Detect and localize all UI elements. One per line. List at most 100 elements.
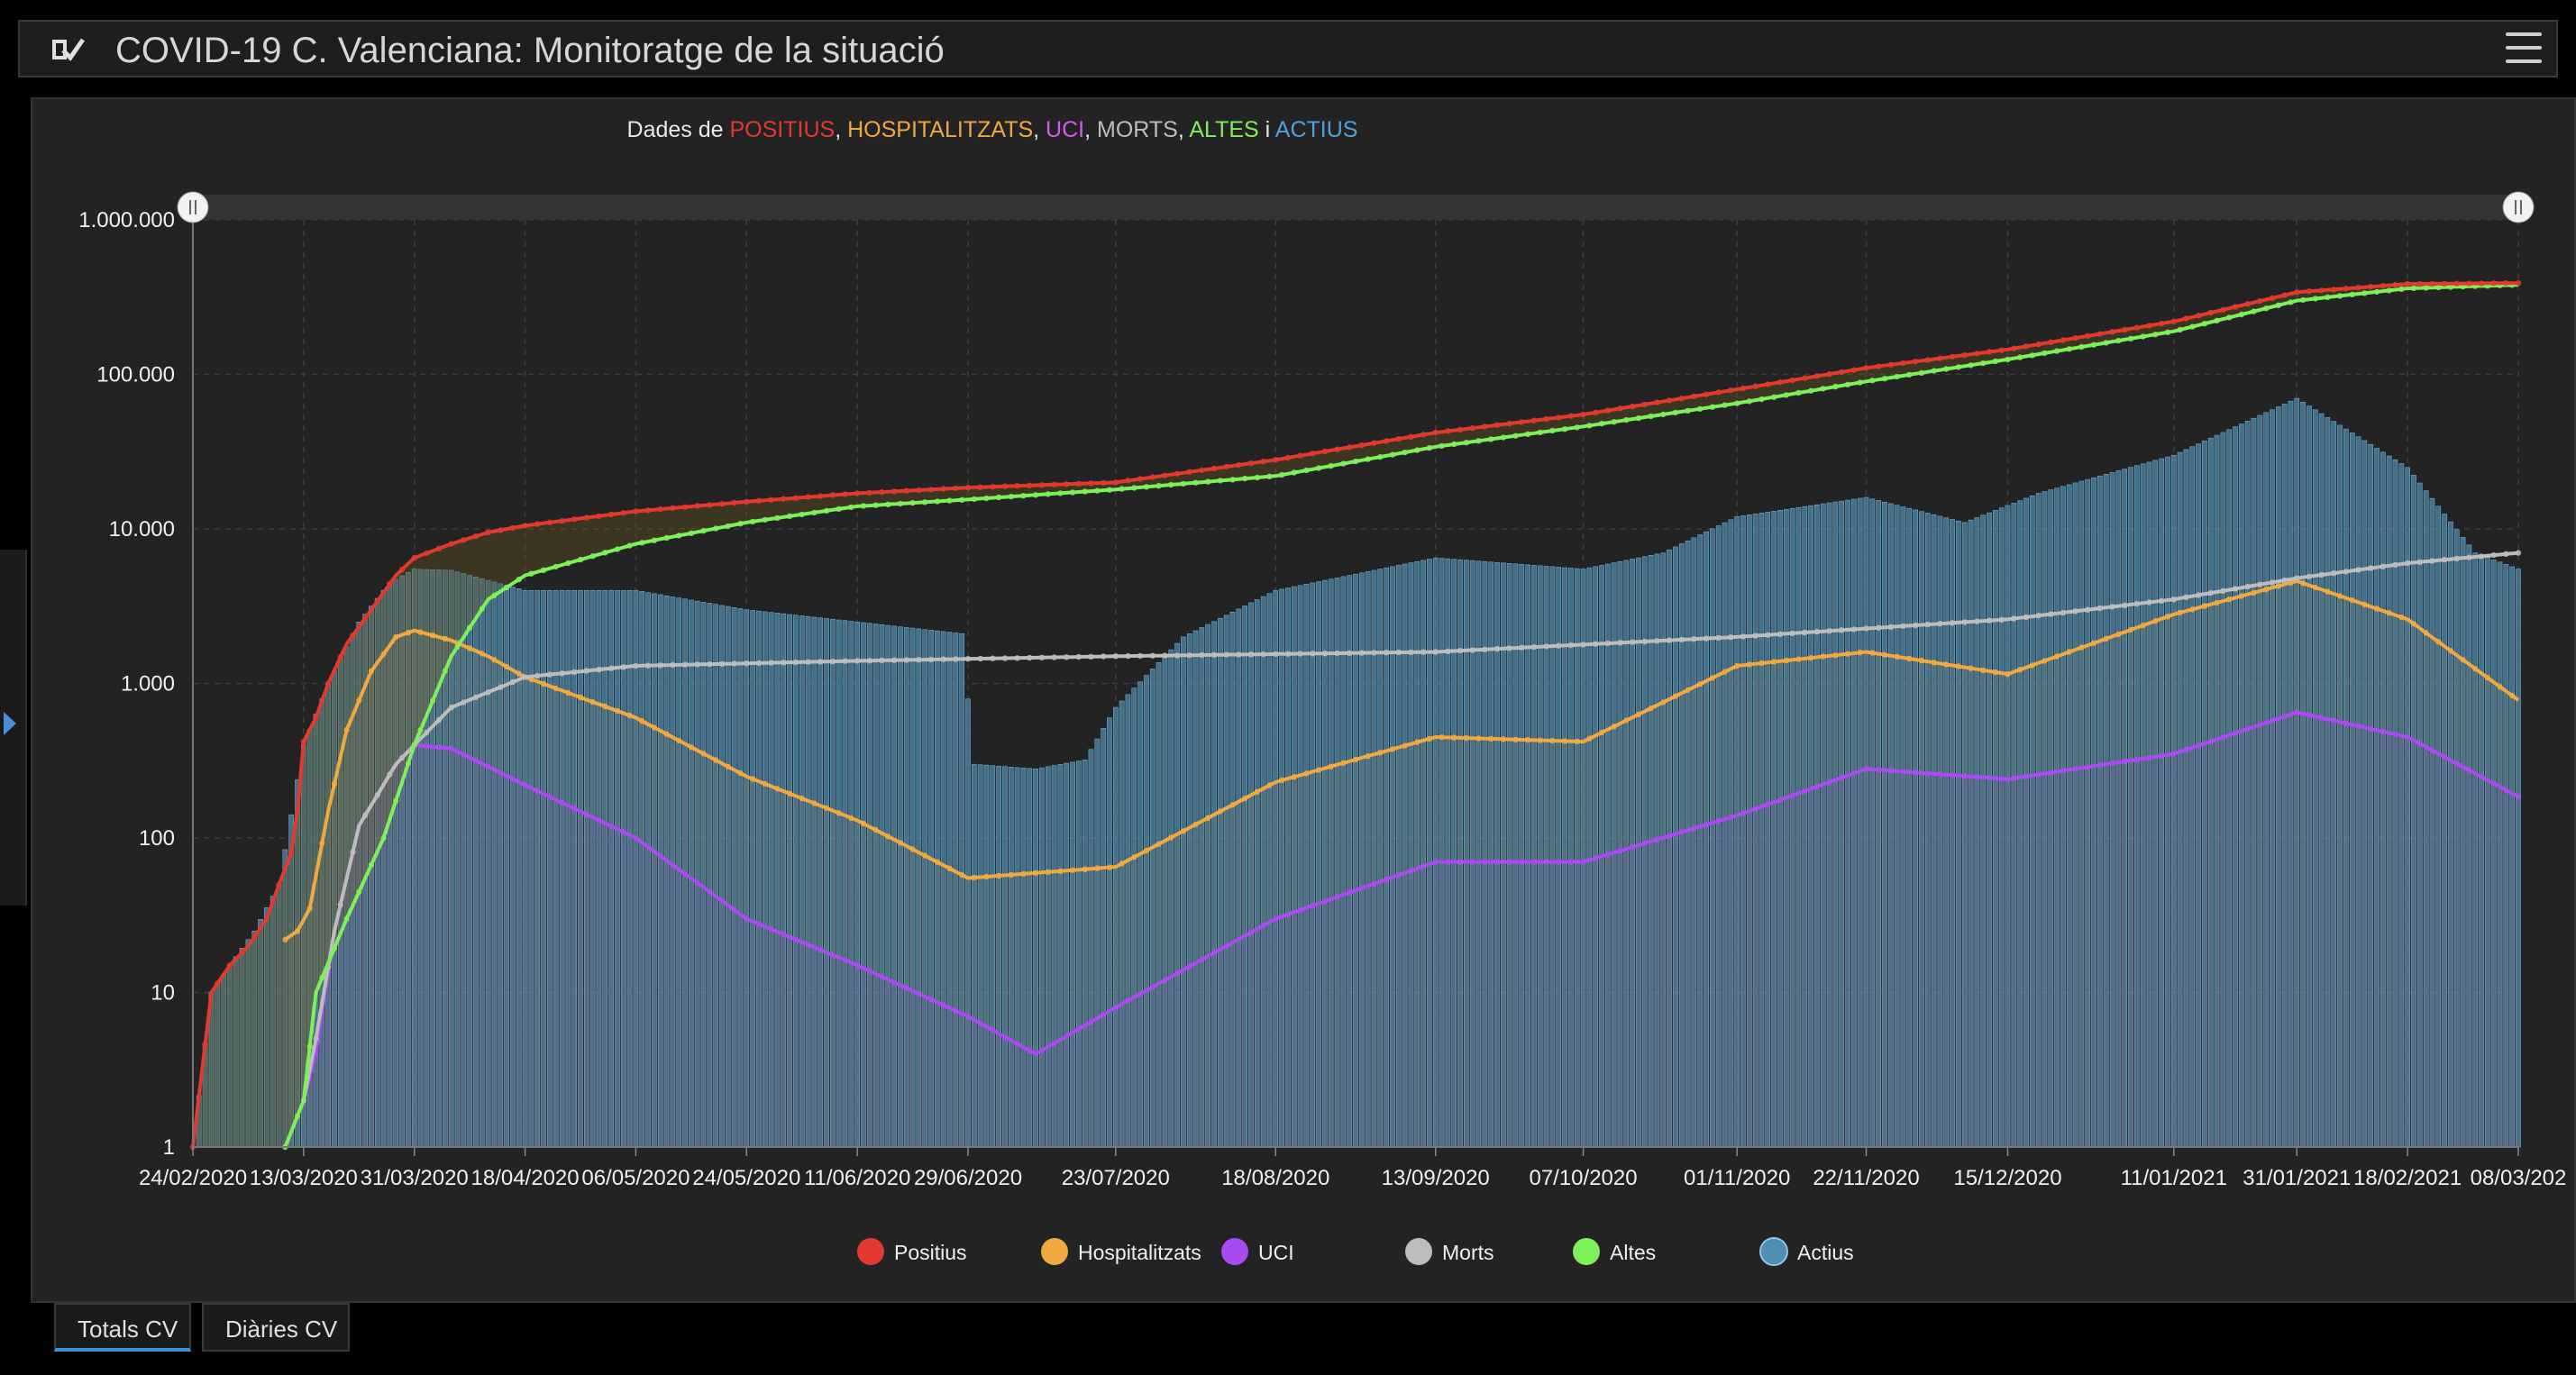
tab-totals-cv[interactable]: Totals CV	[54, 1303, 191, 1352]
chart-legend: Positius Hospitalitzats UCI Morts Altes Actiu…	[857, 1237, 1854, 1266]
positius-point	[387, 580, 393, 587]
altes-point	[1770, 394, 1777, 400]
navigator-track	[193, 195, 2518, 220]
hospitalitzats-point	[1992, 669, 1998, 676]
hospitalitzats-point	[1377, 750, 1384, 756]
hospitalitzats-point	[2226, 596, 2233, 603]
hamburger-menu-icon[interactable]	[2506, 32, 2542, 67]
altes-point	[1205, 478, 1211, 485]
positius-point	[1064, 481, 1070, 487]
legend-item-morts[interactable]: Morts	[1405, 1238, 1494, 1265]
hospitalitzats-point	[885, 833, 891, 840]
expand-arrow-icon[interactable]	[4, 712, 16, 735]
altes-point	[2164, 329, 2171, 335]
morts-point	[1174, 652, 1181, 659]
morts-point	[485, 689, 491, 696]
hospitalitzats-point	[1660, 699, 1667, 706]
hospitalitzats-point	[2386, 610, 2392, 616]
positius-point	[607, 511, 615, 518]
legend-item-hospitalitzats[interactable]: Hospitalitzats	[1041, 1238, 1201, 1265]
positius-point	[1101, 479, 1107, 487]
positius-point	[1494, 422, 1501, 428]
positius-point	[1543, 415, 1549, 423]
positius-point	[374, 598, 380, 605]
hospitalitzats-point	[2263, 586, 2270, 593]
hospitalitzats-point	[651, 724, 658, 731]
positius-altes-area	[193, 283, 2518, 1148]
uci-point	[1593, 855, 1599, 861]
uci-point	[2133, 756, 2140, 763]
altes-point	[1069, 489, 1076, 496]
x-tick-label: 15/12/2020	[1953, 1166, 2061, 1190]
altes-point	[2373, 288, 2380, 296]
hospitalitzats-point	[786, 790, 793, 797]
x-tick-label: 31/03/2020	[361, 1166, 469, 1190]
morts-point	[2269, 579, 2276, 586]
uci-point	[1752, 806, 1758, 812]
morts-point	[1075, 653, 1082, 660]
navigator-right-handle[interactable]	[2502, 191, 2535, 223]
morts-point	[1789, 630, 1795, 637]
altes-point	[1906, 371, 1913, 378]
altes-point	[1402, 449, 1408, 456]
legend-item-actius[interactable]: Actius	[1759, 1237, 1854, 1266]
chart-title: Dades de POSITIUS, HOSPITALITZATS, UCI, …	[627, 117, 1358, 142]
altes-point	[1881, 376, 1888, 382]
hospitalitzats-point	[405, 629, 412, 636]
altes-point	[2238, 311, 2245, 318]
hospitalitzats-point	[356, 697, 362, 704]
altes-point	[2115, 337, 2122, 344]
uci-point	[2183, 746, 2189, 753]
hospitalitzats-point	[1795, 656, 1802, 662]
altes-point	[565, 560, 571, 567]
morts-point	[842, 658, 848, 664]
uci-point	[1629, 843, 1636, 851]
positius-point	[1186, 469, 1192, 475]
positius-point	[2183, 315, 2189, 322]
morts-point	[1802, 629, 1808, 636]
uci-point	[2515, 794, 2522, 800]
x-tick-label: 29/06/2020	[914, 1166, 1022, 1190]
morts-point	[448, 704, 454, 711]
positius-point	[644, 507, 652, 514]
hospitalitzats-point	[713, 757, 719, 763]
positius-point	[1863, 365, 1869, 371]
uci-point	[1210, 950, 1218, 956]
uci-point	[1986, 775, 1993, 781]
hospitalitzats-point	[848, 815, 854, 821]
altes-point	[1229, 477, 1236, 483]
morts-point	[2294, 575, 2300, 581]
positius-point	[1247, 460, 1255, 467]
morts-point	[657, 662, 663, 669]
morts-point	[435, 716, 443, 724]
morts-point	[2011, 615, 2017, 622]
uci-point	[2195, 742, 2202, 749]
uci-point	[990, 1027, 996, 1034]
hospitalitzats-point	[2042, 658, 2048, 664]
altes-point	[2336, 293, 2343, 299]
legend-item-uci[interactable]: UCI	[1221, 1238, 1294, 1265]
tab-diaries-cv[interactable]: Diàries CV	[202, 1303, 350, 1352]
uci-point	[781, 931, 787, 938]
altes-point	[1931, 368, 1937, 374]
morts-point	[2392, 561, 2398, 569]
morts-point	[1383, 650, 1390, 656]
hospitalitzats-point	[872, 826, 879, 833]
uci-point	[670, 861, 676, 869]
altes-point	[2447, 284, 2454, 290]
positius-point	[1986, 349, 1993, 355]
legend-item-positius[interactable]: Positius	[857, 1238, 967, 1265]
altes-point	[1291, 469, 1297, 476]
hospitalitzats-point	[1340, 760, 1347, 766]
x-tick-label: 24/05/2020	[692, 1166, 800, 1190]
hospitalitzats-point	[1241, 795, 1248, 802]
positius-point	[251, 933, 258, 940]
positius-point	[694, 503, 700, 509]
navigator-left-handle[interactable]	[177, 191, 209, 223]
positius-point	[1715, 389, 1722, 396]
positius-point	[1876, 363, 1882, 369]
altes-point	[1340, 460, 1347, 467]
legend-item-altes[interactable]: Altes	[1573, 1238, 1656, 1265]
altes-point	[626, 542, 633, 549]
morts-point	[1260, 651, 1266, 658]
